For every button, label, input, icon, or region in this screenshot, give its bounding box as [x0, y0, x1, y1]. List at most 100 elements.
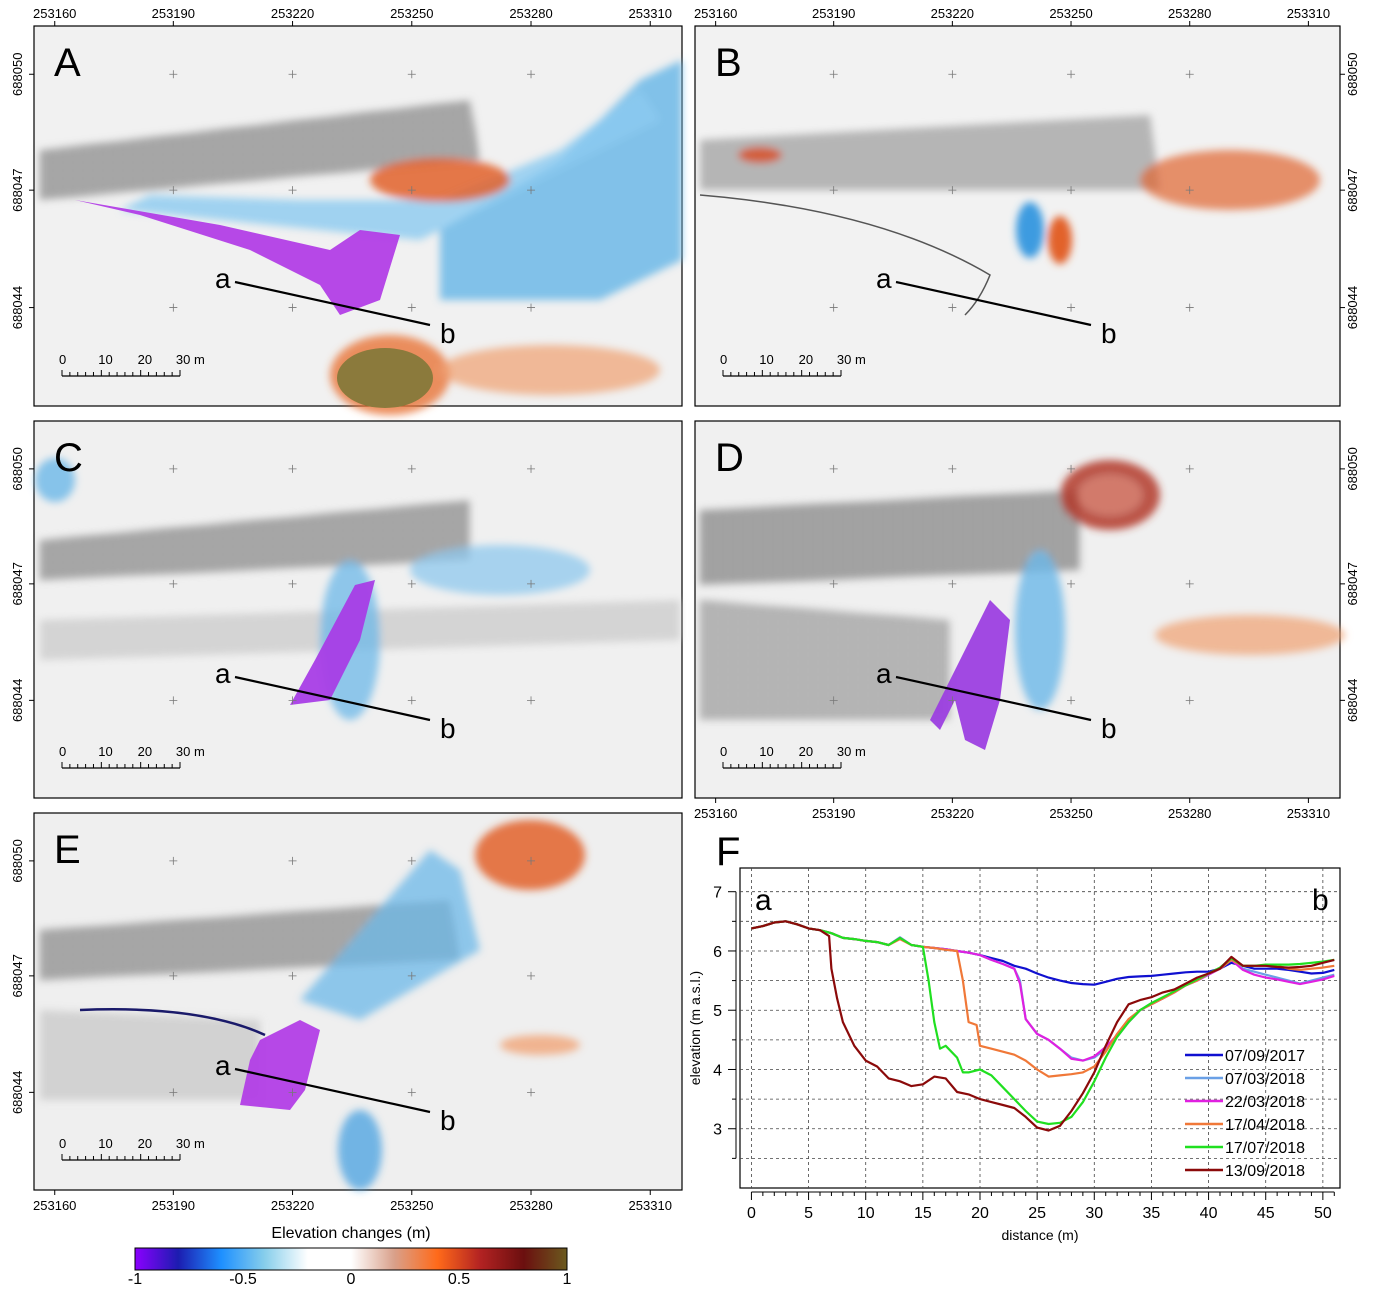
scalebar-label: 30 m — [176, 1136, 205, 1151]
grid-cross — [169, 70, 178, 79]
easting-label: 253190 — [152, 6, 195, 21]
scalebar-label: 10 — [759, 744, 773, 759]
scalebar-label: 20 — [799, 744, 813, 759]
northing-label: 688047 — [10, 562, 25, 605]
colorbar-tick-label: -1 — [128, 1271, 142, 1286]
panel-b — [694, 25, 1341, 407]
easting-label: 253160 — [33, 1198, 76, 1213]
northing-label: 688047 — [1345, 562, 1360, 605]
grid-cross — [527, 70, 536, 79]
grid-cross — [948, 303, 957, 312]
panel-d-map — [700, 460, 1345, 720]
profile-line — [234, 280, 431, 327]
easting-label: 253280 — [1168, 806, 1211, 821]
panel-f-letter: F — [716, 830, 740, 874]
easting-label: 253160 — [33, 6, 76, 21]
panel-letter: C — [54, 436, 83, 480]
grid-cross — [527, 464, 536, 473]
grid-cross — [1067, 579, 1076, 588]
grid-cross — [527, 186, 536, 195]
scalebar-label: 20 — [138, 1136, 152, 1151]
easting-label: 253220 — [271, 6, 314, 21]
profile-end-label: b — [440, 713, 456, 744]
scalebar-label: 10 — [98, 352, 112, 367]
panel-d-overlay: D 253160 253190 253220 253250 253280 253310 688… — [694, 436, 1360, 821]
y-tick-label: 6 — [713, 944, 722, 961]
panel-e-overlay: E 253160 253190 253220 253250 253280 253310 688… — [10, 828, 672, 1213]
grid-cross — [948, 70, 957, 79]
profile-end-label: b — [1101, 318, 1117, 349]
colorbar-ticks: -1 -0.5 0 0.5 1 — [128, 1271, 572, 1288]
grid-cross — [169, 1088, 178, 1097]
panel-b-frame — [694, 25, 1341, 407]
panel-letter: D — [715, 436, 744, 480]
grid-cross — [407, 696, 416, 705]
grid-cross — [169, 186, 178, 195]
scalebar-label: 30 m — [837, 352, 866, 367]
y-tick-label: 4 — [713, 1062, 722, 1079]
grid-cross — [407, 186, 416, 195]
grid-cross — [527, 696, 536, 705]
grid-cross — [1185, 70, 1194, 79]
scalebar-label: 0 — [59, 1136, 66, 1151]
legend-label: 22/03/2018 — [1225, 1094, 1305, 1111]
profile-start-label: a — [876, 658, 892, 689]
panel-c — [33, 420, 683, 799]
grid-cross — [527, 971, 536, 980]
grid-cross — [1185, 186, 1194, 195]
x-tick-label: 15 — [914, 1205, 932, 1222]
grid-cross — [948, 186, 957, 195]
grid-cross — [527, 1088, 536, 1097]
panel-letter: B — [715, 41, 742, 85]
easting-label: 253280 — [509, 1198, 552, 1213]
grid-cross — [288, 186, 297, 195]
x-tick-label: 50 — [1314, 1205, 1332, 1222]
easting-label: 253160 — [694, 6, 737, 21]
easting-label: 253220 — [931, 6, 974, 21]
scalebar-label: 30 m — [176, 352, 205, 367]
x-tick-label: 20 — [971, 1205, 989, 1222]
profile-end-label: b — [1312, 884, 1329, 917]
y-tick-label: 7 — [713, 885, 722, 902]
panel-e — [33, 812, 683, 1191]
panel-b-overlay: B 253160 253190 253220 253250 253280 253310 688… — [694, 6, 1360, 377]
grid-cross — [169, 303, 178, 312]
northing-label: 688044 — [1345, 286, 1360, 329]
grid-cross — [288, 971, 297, 980]
easting-label: 253250 — [1049, 806, 1092, 821]
scalebar-label: 10 — [759, 352, 773, 367]
easting-label: 253190 — [812, 806, 855, 821]
northing-label: 688047 — [10, 168, 25, 211]
legend-label: 13/09/2018 — [1225, 1163, 1305, 1180]
map-overlays: A 253160 253190 253220 253250 253280 253310 688… — [10, 6, 1360, 1213]
x-tick-label: 10 — [857, 1205, 875, 1222]
x-tick-label: 45 — [1257, 1205, 1275, 1222]
x-tick-label: 35 — [1143, 1205, 1161, 1222]
northing-label: 688050 — [10, 447, 25, 490]
easting-label: 253280 — [509, 6, 552, 21]
northing-label: 688047 — [10, 954, 25, 997]
grid-cross — [1185, 579, 1194, 588]
profile-start-label: a — [215, 263, 231, 294]
grid-cross — [407, 971, 416, 980]
grid-cross — [288, 70, 297, 79]
panel-e-erosion-channel — [240, 1020, 320, 1110]
grid-cross — [1185, 696, 1194, 705]
grid-cross — [829, 579, 838, 588]
grid-cross — [169, 464, 178, 473]
grid-cross — [527, 856, 536, 865]
panel-a-overlay: A 253160 253190 253220 253250 253280 253310 688… — [10, 6, 672, 377]
scalebar-label: 20 — [138, 352, 152, 367]
northing-label: 688050 — [10, 839, 25, 882]
grid-cross — [948, 579, 957, 588]
scalebar-label: 20 — [799, 352, 813, 367]
grid-cross — [407, 579, 416, 588]
x-tick-label: 25 — [1028, 1205, 1046, 1222]
panel-e-map — [40, 820, 585, 1190]
x-tick-label: 5 — [804, 1205, 813, 1222]
grid-cross — [829, 186, 838, 195]
grid-cross — [407, 70, 416, 79]
scalebar-label: 10 — [98, 744, 112, 759]
easting-label: 253310 — [629, 6, 672, 21]
